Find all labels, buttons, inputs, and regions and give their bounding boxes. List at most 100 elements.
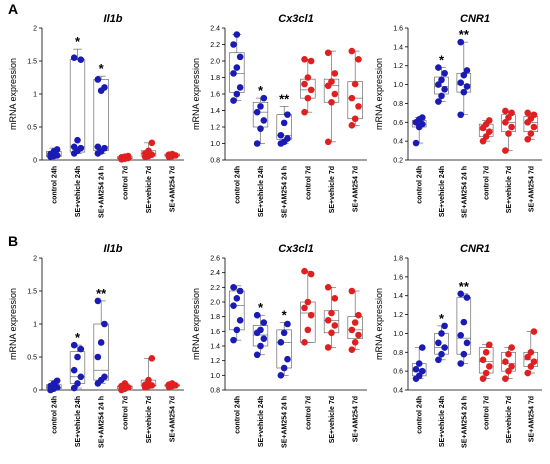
data-point (233, 295, 241, 302)
data-point (505, 130, 512, 137)
data-point (460, 88, 468, 96)
y-axis-label: mRNA expression (8, 58, 18, 130)
data-point (348, 287, 356, 295)
data-point (280, 119, 288, 127)
data-point (253, 108, 261, 116)
data-point (527, 130, 535, 137)
data-point (438, 76, 445, 84)
chart-title: Il1b (104, 13, 123, 25)
y-tick-label: 0 (33, 388, 37, 395)
y-axis-label: mRNA expression (191, 288, 201, 360)
data-point (331, 70, 339, 77)
data-point (304, 326, 312, 334)
data-point (284, 135, 291, 142)
data-point (530, 111, 538, 119)
data-point (304, 94, 312, 102)
data-point (331, 295, 339, 302)
data-point (524, 109, 532, 117)
y-axis-label: mRNA expression (8, 288, 18, 360)
data-point (77, 373, 85, 381)
data-point (502, 107, 509, 115)
x-category-label: control 7d (122, 166, 129, 200)
y-tick-label: 1.0 (393, 331, 403, 338)
y-tick-label: 2.4 (210, 26, 220, 33)
x-category-label: SE+AM254 24 h (99, 166, 106, 218)
data-point (463, 67, 471, 74)
data-point (527, 363, 535, 370)
data-point (260, 117, 268, 124)
x-category-label: control 7d (484, 396, 491, 430)
x-category-label: SE+AM254 7d (528, 396, 535, 442)
data-point (230, 284, 237, 291)
chart-title: Il1b (104, 243, 123, 255)
y-tick-label: 1 (33, 322, 37, 329)
y-tick-label: 1.0 (210, 141, 220, 148)
data-point (457, 79, 465, 86)
x-category-label: SE+vehicle 24h (258, 396, 265, 447)
data-point (441, 344, 448, 351)
data-point (457, 290, 465, 298)
data-point (280, 364, 288, 372)
x-category-label: SE+vehicle 24h (75, 166, 82, 217)
x-category-label: control 24h (417, 396, 424, 434)
chart-panel-2: Cx3cl1 mRNA expression 0.8 1.0 1.2 1.4 1.6 1.8 2… (191, 13, 367, 218)
data-point (530, 358, 538, 366)
y-tick-label: 2 (33, 256, 37, 263)
significance-star: ** (279, 91, 290, 106)
y-axis-label: mRNA expression (191, 58, 201, 130)
y-tick-label: 1.4 (393, 44, 403, 51)
data-point (351, 319, 359, 326)
y-tick-label: 1.2 (393, 312, 403, 319)
data-point (505, 367, 512, 375)
data-point (257, 125, 264, 132)
y-tick-label: 1.2 (210, 358, 220, 365)
data-point (530, 123, 538, 131)
data-point (457, 360, 465, 367)
data-point (148, 139, 156, 147)
y-tick-label: 2.0 (210, 59, 220, 66)
y-tick-label: 0.8 (210, 388, 220, 395)
data-point (479, 356, 487, 364)
y-tick-label: 0.5 (27, 125, 37, 132)
significance-star: ** (459, 279, 470, 294)
data-point (331, 90, 339, 98)
x-category-label: SE+vehicle 7d (146, 166, 153, 213)
data-point (277, 339, 285, 346)
data-point (101, 373, 108, 381)
data-point (508, 363, 515, 370)
y-tick-label: 0.6 (393, 369, 403, 376)
y-tick-label: 1.5 (27, 59, 37, 66)
y-tick-label: 0.6 (393, 120, 403, 127)
y-axis-label: mRNA expression (374, 58, 384, 130)
data-point (121, 380, 129, 387)
data-point (331, 322, 339, 329)
y-tick-label: 1.6 (210, 329, 220, 336)
x-category-label: SE+vehicle 7d (329, 166, 336, 213)
data-point (53, 377, 61, 385)
data-point (280, 329, 288, 337)
data-point (230, 70, 237, 77)
chart-panel-1: A Il1b mRNA expression 0 0.5 1 1.5 2 control 24h… (8, 1, 184, 218)
data-point (505, 114, 512, 121)
data-point (94, 76, 102, 83)
chart-panel-3: CNR1 mRNA expression 0.2 0.4 0.6 0.8 1.0 1.2 1.4… (374, 13, 542, 218)
significance-star: * (439, 53, 445, 68)
chart-panel-6: CNR1 mRNA expression 0.4 0.6 0.8 1.0 1.2 1.4 1.6… (374, 243, 542, 448)
data-point (479, 137, 487, 145)
x-category-label: control 7d (484, 166, 491, 200)
data-point (438, 92, 445, 100)
x-category-label: SE+vehicle 7d (146, 396, 153, 443)
y-tick-label: 2.2 (210, 285, 220, 292)
data-point (304, 74, 312, 81)
y-tick-label: 1 (33, 92, 37, 99)
data-point (463, 339, 471, 347)
x-category-label: SE+vehicle 24h (75, 396, 82, 447)
data-point (460, 71, 468, 79)
x-category-label: control 24h (234, 396, 241, 434)
chart-title: Cx3cl1 (278, 243, 313, 255)
x-category-label: SE+vehicle 7d (506, 166, 513, 213)
data-point (502, 147, 509, 154)
data-point (307, 311, 315, 319)
data-point (328, 309, 335, 317)
